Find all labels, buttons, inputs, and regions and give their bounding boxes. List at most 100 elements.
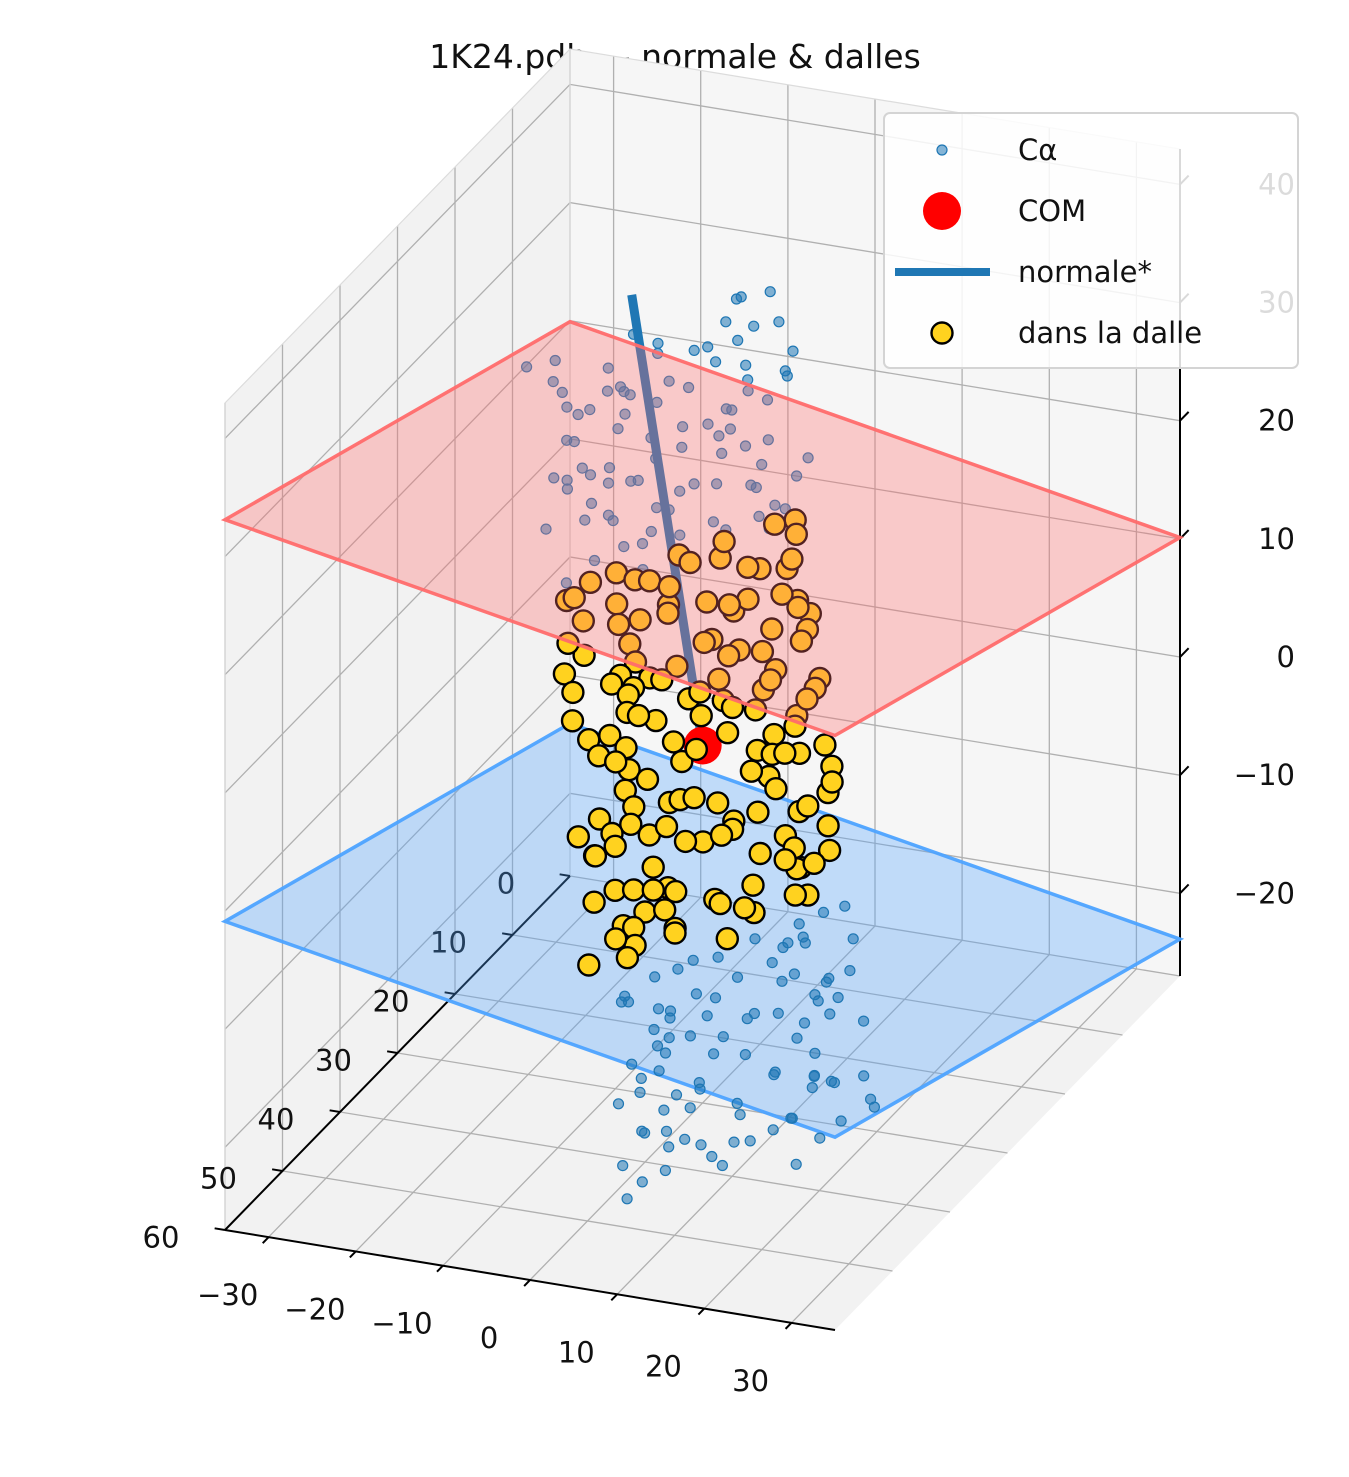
- ca-point: [756, 458, 768, 471]
- slab-point: [664, 879, 688, 904]
- x-tick: [386, 1050, 398, 1054]
- ca-point: [767, 1124, 779, 1136]
- ca-point: [726, 404, 738, 416]
- slab-point: [665, 654, 689, 678]
- ca-point: [847, 933, 859, 945]
- ca-point: [712, 951, 724, 963]
- slab-point: [604, 750, 628, 774]
- ca-point: [706, 1150, 718, 1163]
- slab-point: [673, 829, 698, 854]
- ca-point: [806, 1081, 818, 1094]
- slab-point: [695, 590, 719, 614]
- slab-point: [786, 595, 810, 620]
- x-tick-label: 10: [430, 926, 467, 960]
- slab-point: [692, 630, 716, 655]
- slab-point: [816, 814, 840, 838]
- ca-point: [709, 992, 722, 1004]
- slab-point: [741, 873, 765, 897]
- ca-point: [702, 341, 714, 353]
- ca-point: [744, 1135, 756, 1147]
- ca-point: [585, 497, 598, 509]
- legend-label: Cα: [1018, 133, 1057, 167]
- ca-point: [809, 989, 821, 1001]
- ca-point: [787, 345, 799, 357]
- ca-point: [659, 1164, 672, 1177]
- ca-point: [684, 1102, 696, 1114]
- legend-box: [883, 112, 1299, 369]
- slab-point: [717, 593, 741, 617]
- ca-point: [788, 968, 801, 980]
- slab-point: [682, 786, 706, 810]
- x-tick: [501, 932, 513, 936]
- ca-point: [663, 375, 675, 387]
- ca-point: [615, 996, 628, 1008]
- ca-point: [601, 385, 614, 397]
- legend-com-marker: [923, 192, 961, 230]
- ca-point: [832, 991, 844, 1004]
- z-tick: [1179, 647, 1190, 658]
- ca-point: [739, 440, 752, 452]
- slab-point: [626, 703, 651, 728]
- ca-point: [614, 381, 627, 393]
- ca-point: [809, 1047, 821, 1059]
- z-tick: [1179, 411, 1190, 422]
- ca-point: [748, 1007, 761, 1020]
- ca-point: [710, 478, 723, 490]
- legend-label: dans la dalle: [1018, 316, 1202, 350]
- ca-point: [824, 1008, 836, 1020]
- legend-ca-marker: [936, 144, 948, 156]
- slab-point: [758, 668, 783, 692]
- ca-point: [636, 1125, 648, 1137]
- slab-point: [583, 844, 608, 868]
- y-tick: [697, 1307, 706, 1316]
- ca-point: [663, 1032, 675, 1044]
- ca-point: [612, 1098, 625, 1110]
- ca-point: [621, 1193, 633, 1205]
- ca-point: [672, 963, 684, 975]
- slab-point: [712, 529, 736, 554]
- ca-point: [660, 1125, 673, 1137]
- slab-point: [796, 794, 820, 818]
- ca-point: [724, 423, 737, 435]
- ca-point: [828, 1076, 841, 1089]
- ca-point: [731, 971, 744, 983]
- ca-point: [619, 408, 631, 420]
- ca-point: [579, 514, 591, 526]
- ca-point: [670, 1089, 683, 1101]
- x-tick: [271, 1168, 283, 1172]
- ca-point: [688, 478, 700, 490]
- ca-point: [674, 529, 686, 541]
- slab-point: [820, 770, 844, 794]
- ca-point: [618, 540, 630, 553]
- slab-point: [817, 838, 842, 863]
- ca-point: [556, 386, 568, 398]
- ca-point: [561, 483, 574, 495]
- ca-point: [659, 1047, 672, 1059]
- legend: Cα COM normale* dans la dalle: [883, 112, 1299, 369]
- ca-point: [762, 434, 774, 446]
- ca-point: [695, 1139, 707, 1151]
- ca-point: [682, 381, 695, 394]
- slab-point: [603, 834, 627, 858]
- z-tick-label: −10: [1234, 758, 1295, 792]
- slab-point: [795, 687, 819, 711]
- slab-point: [582, 890, 606, 914]
- x-tick-label: 0: [497, 867, 515, 901]
- ca-point: [793, 918, 805, 930]
- slab-point: [746, 800, 770, 824]
- slab-point: [654, 814, 679, 839]
- ca-point: [732, 334, 744, 346]
- slab-point: [566, 825, 590, 849]
- ca-point: [634, 1086, 646, 1099]
- slab-point: [678, 550, 702, 575]
- gridline-y: [355, 70, 702, 1252]
- ca-point: [624, 389, 636, 401]
- ca-point: [652, 337, 664, 349]
- slab-point: [773, 848, 797, 872]
- ca-point: [626, 1058, 638, 1070]
- y-tick-label: 0: [480, 1321, 498, 1355]
- slab-point: [560, 709, 585, 733]
- ca-point: [560, 577, 573, 589]
- ca-point: [753, 510, 765, 523]
- slab-point: [635, 767, 660, 791]
